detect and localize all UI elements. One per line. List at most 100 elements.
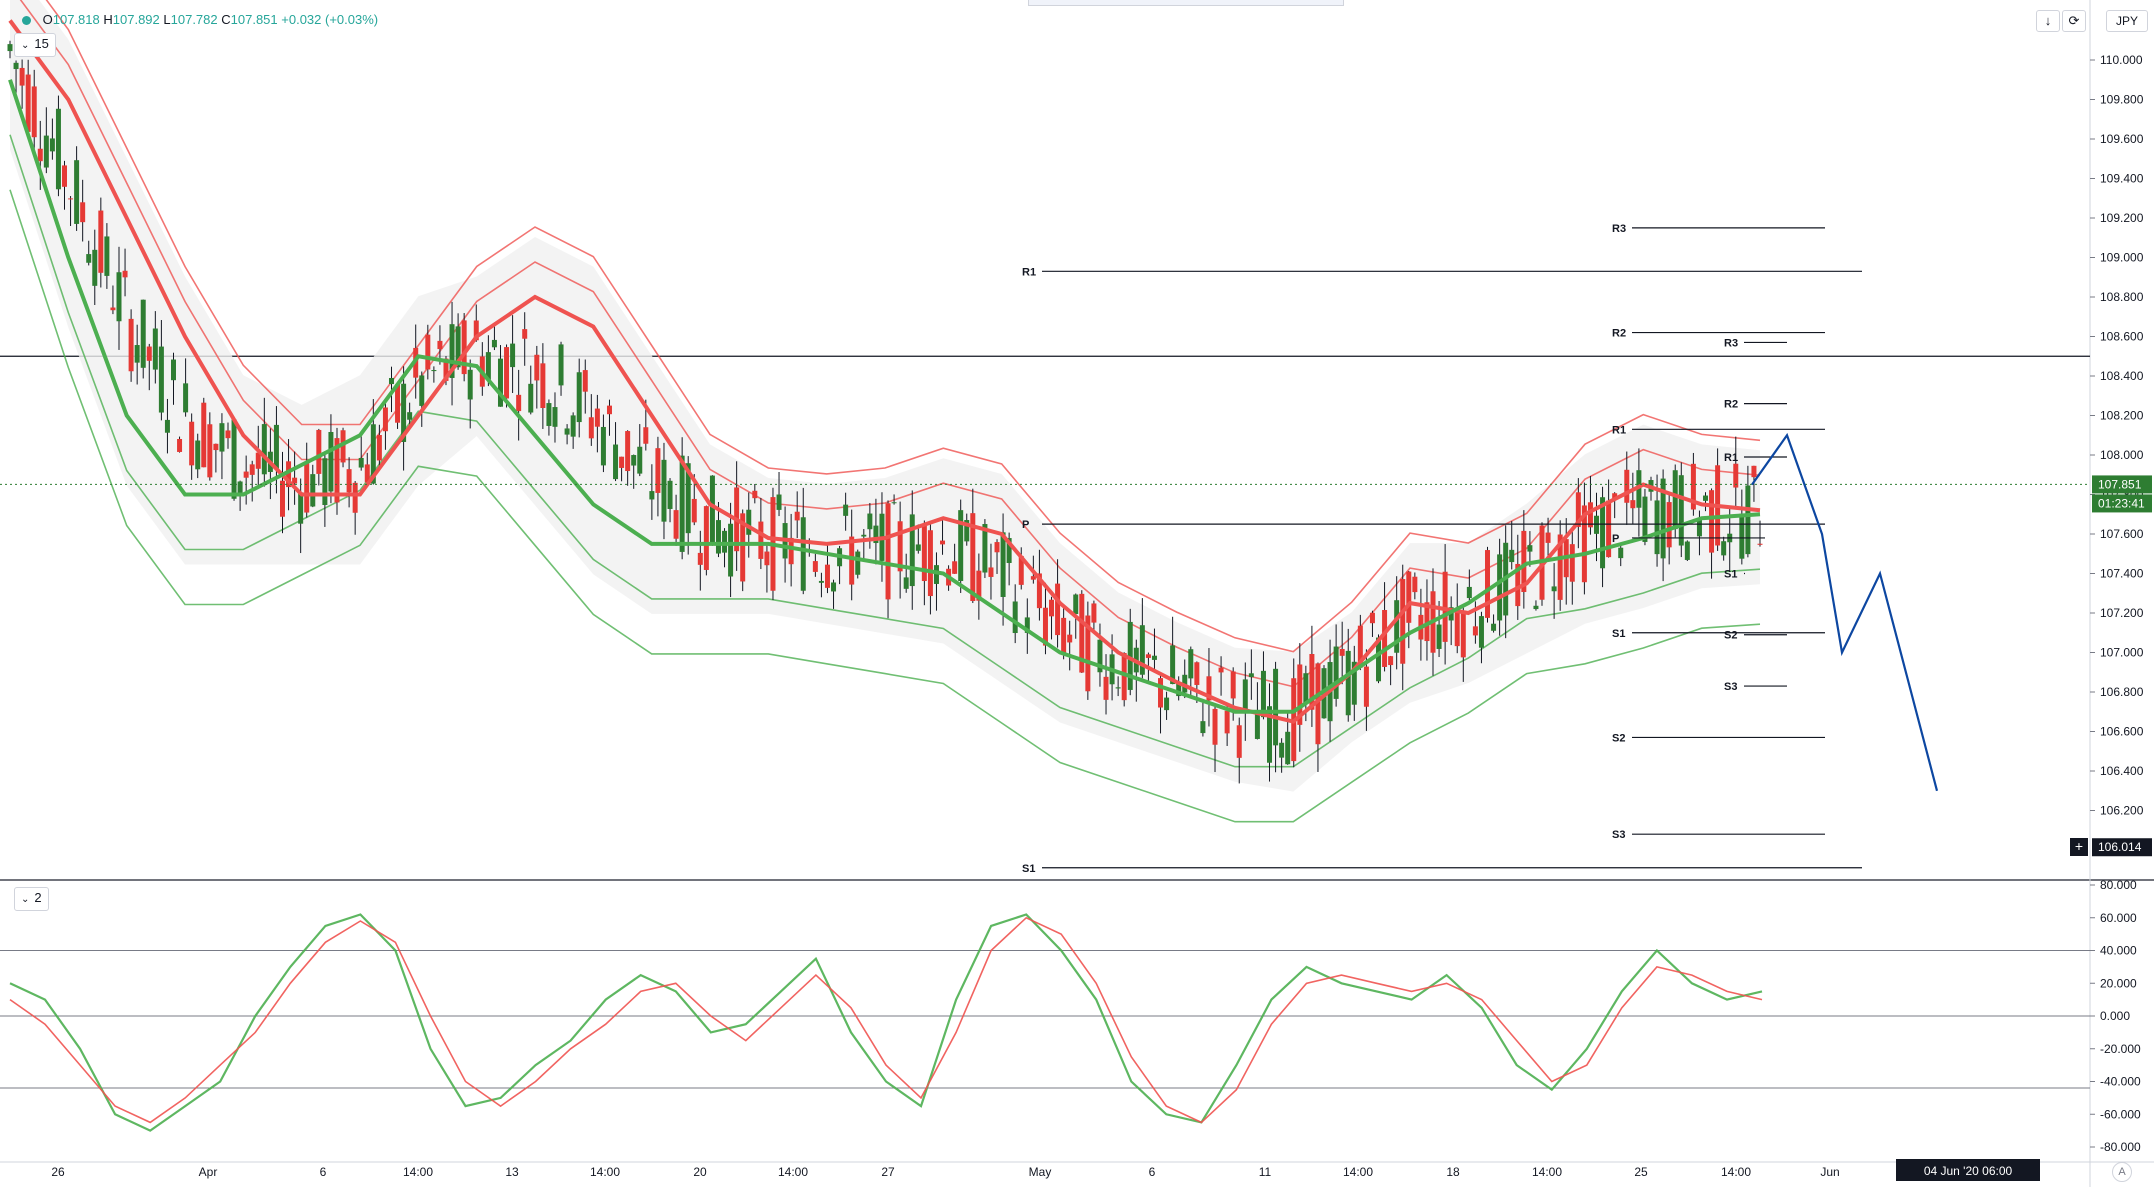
pivot-label: S2 [1724, 630, 1737, 642]
candle-body [818, 580, 824, 583]
candle-body [1642, 496, 1648, 542]
interval-toggle[interactable]: ⌄ 15 [14, 33, 56, 57]
osc-tick-label: 0.000 [2100, 1009, 2130, 1023]
candle-body [600, 426, 606, 466]
auto-scale-button[interactable]: A [2112, 1162, 2132, 1182]
candle-body [1279, 742, 1285, 758]
candle-body [1339, 648, 1345, 656]
forecast-path[interactable] [1751, 432, 1939, 792]
candle-body [1121, 653, 1127, 701]
candle-body [189, 421, 195, 466]
candle-body [1424, 602, 1430, 642]
candle-body [1145, 654, 1151, 658]
bollinger-band-fill [10, 0, 1760, 792]
crosshair-price-label: 106.014 [2098, 840, 2142, 854]
candle-body [776, 494, 782, 510]
candle-body [1067, 634, 1073, 643]
candle-body [1460, 610, 1466, 658]
candle-body [231, 419, 237, 499]
candle-body [1751, 465, 1757, 478]
candle-body [1333, 646, 1339, 699]
candle-body [1260, 670, 1266, 718]
candle-body [431, 370, 437, 372]
time-tick-label: 27 [881, 1165, 895, 1179]
candle-body [976, 570, 982, 601]
currency-button[interactable]: JPY [2106, 10, 2148, 32]
candle-body [1587, 502, 1593, 528]
arrow-down-icon: ↓ [2044, 13, 2052, 28]
candle-body [273, 424, 279, 469]
price-tick-label: 108.000 [2100, 448, 2144, 462]
candle-body [134, 345, 140, 363]
reload-button[interactable]: ⟳ [2062, 10, 2086, 32]
candle-body [970, 513, 976, 602]
time-tick-label: Apr [199, 1165, 218, 1179]
indicator-toggle[interactable]: ⌄ 2 [14, 887, 49, 911]
refresh-icon: ⟳ [2068, 13, 2080, 28]
candle-body [1696, 519, 1702, 537]
time-tick-label: 14:00 [403, 1165, 433, 1179]
candle-body [467, 369, 473, 400]
candle-body [1369, 612, 1375, 624]
candle-body [1127, 621, 1133, 690]
candle-body [1000, 532, 1006, 597]
candle-body [68, 198, 74, 200]
price-tick-label: 109.800 [2100, 93, 2144, 107]
candle-body [637, 446, 643, 474]
price-tick-label: 106.800 [2100, 685, 2144, 699]
candle-body [1533, 605, 1539, 610]
download-button[interactable]: ↓ [2036, 10, 2060, 32]
candle-body [1672, 470, 1678, 530]
candle-body [812, 561, 818, 572]
pivot-label: S1 [1724, 569, 1737, 581]
pivot-label: R3 [1724, 337, 1738, 349]
candle-body [964, 520, 970, 542]
top-panel-tab[interactable] [1028, 0, 1344, 6]
candle-body [655, 448, 661, 493]
candle-body [1303, 673, 1309, 704]
osc-tick-label: -40.000 [2100, 1075, 2141, 1089]
candle-body [255, 452, 261, 469]
time-tick-label: 25 [1634, 1165, 1648, 1179]
candle-body [1630, 500, 1636, 509]
candle-body [1030, 576, 1036, 580]
candle-body [849, 536, 855, 585]
candle-body [588, 417, 594, 439]
candle-body [19, 67, 25, 86]
candle-body [1412, 576, 1418, 593]
time-tick-label: 26 [51, 1165, 65, 1179]
candle-body [764, 551, 770, 566]
candle-body [528, 383, 534, 413]
pivot-label: R2 [1724, 399, 1738, 411]
candle-body [697, 552, 703, 565]
candle-body [1206, 676, 1212, 701]
candle-body [304, 462, 310, 513]
candle-body [13, 62, 19, 70]
crosshair-plus-icon[interactable]: + [2070, 838, 2088, 856]
candle-body [1551, 586, 1557, 592]
candle-body [1345, 650, 1351, 716]
candle-body [988, 567, 994, 577]
candle-body [152, 328, 158, 370]
candle-body [915, 544, 921, 551]
candle-body [1115, 687, 1121, 689]
moving-average-green [8, 79, 1761, 714]
crosshair-time-box [1896, 1159, 2040, 1181]
candle-body [1018, 555, 1024, 585]
candle-body [1509, 549, 1515, 563]
candle-body [1091, 603, 1097, 623]
candle-body [177, 438, 183, 452]
candle-body [546, 403, 552, 426]
candle-body [867, 513, 873, 530]
candle-body [1139, 625, 1145, 675]
pivot-label: P [1022, 519, 1029, 531]
crosshair-price-box [2092, 838, 2152, 857]
candle-body [982, 524, 988, 573]
candle-body [395, 384, 401, 423]
candle-body [128, 318, 134, 372]
price-tick-label: 109.000 [2100, 251, 2144, 265]
candle-body [582, 370, 588, 392]
candle-body [958, 510, 964, 582]
candle-body [1055, 583, 1061, 636]
